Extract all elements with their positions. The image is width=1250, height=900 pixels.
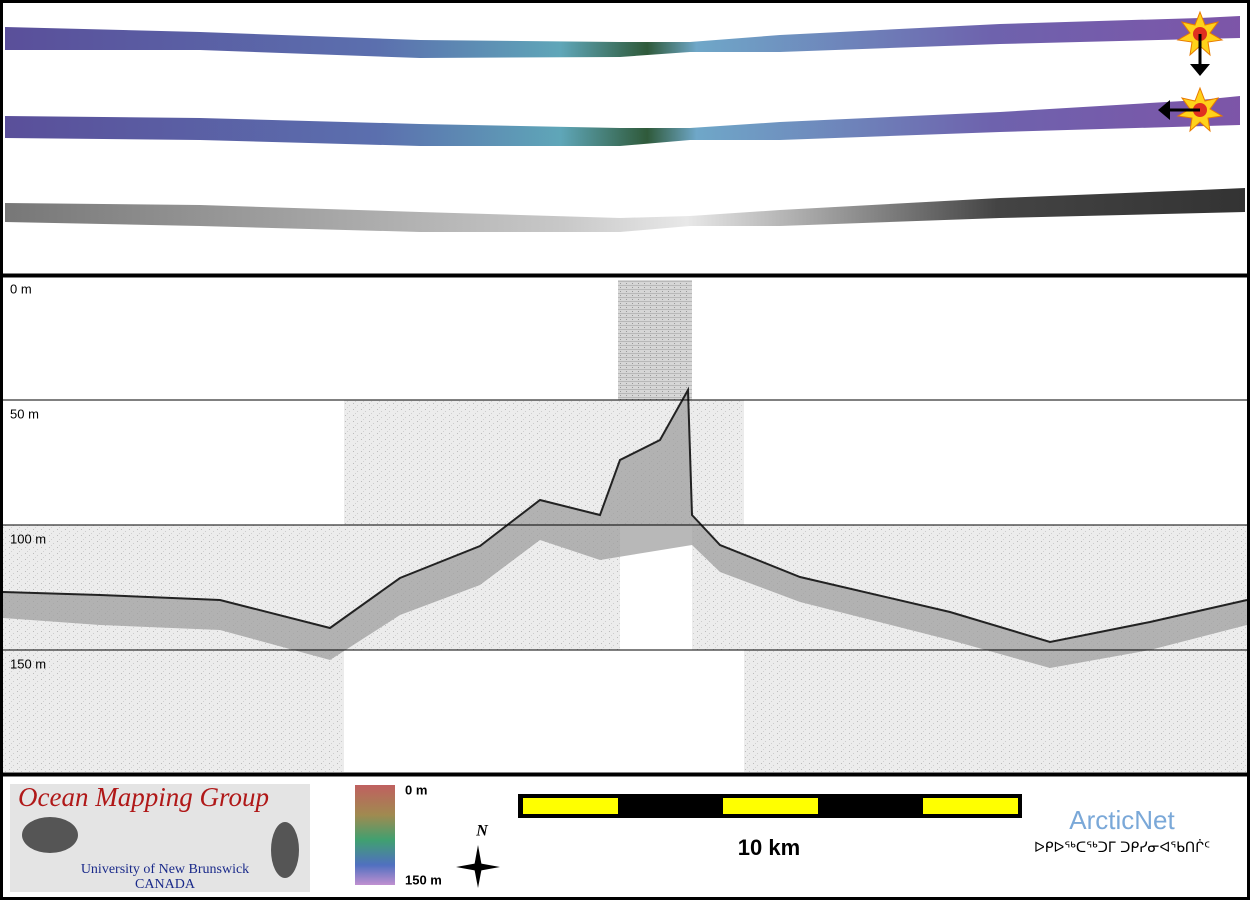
colorbar-label: 0 m <box>405 782 427 797</box>
colorbar-label: 150 m <box>405 872 442 887</box>
echo-block <box>3 650 344 772</box>
end-marker <box>1158 86 1224 133</box>
logo-image <box>22 817 78 853</box>
partner-syllabics: ᐅᑭᐅᖅᑕᖅᑐᒥ ᑐᑭᓯᓂᐊᖃᑎᒌᑦ <box>1034 839 1210 856</box>
echo-block <box>744 650 1247 772</box>
depth-label: 150 m <box>10 656 46 671</box>
partner-name: ArcticNet <box>1069 805 1175 835</box>
colorbar <box>355 785 395 885</box>
scale-label: 10 km <box>738 835 800 860</box>
seafloor <box>2 386 1248 644</box>
north-arrow: N <box>456 823 500 888</box>
scale-bar: 10 km <box>518 794 1022 860</box>
depth-label: 50 m <box>10 406 39 421</box>
echo-block <box>618 280 692 400</box>
logo-title: Ocean Mapping Group <box>18 782 269 812</box>
logo-image <box>271 822 299 878</box>
swath-strip <box>5 96 1240 146</box>
logo-subtitle: University of New Brunswick <box>81 862 249 877</box>
depth-label: 100 m <box>10 531 46 546</box>
sediment-band <box>3 390 1247 668</box>
swath-panel <box>5 10 1245 232</box>
profile-panel: 0 m 50 m 100 m 150 m <box>2 280 1248 772</box>
swath-strip <box>5 188 1245 232</box>
depth-label: 0 m <box>10 281 32 296</box>
start-marker <box>1176 10 1224 76</box>
logo-country: CANADA <box>135 877 196 892</box>
north-label: N <box>475 823 489 840</box>
footer-panel: Ocean Mapping Group University of New Br… <box>10 782 1210 892</box>
swath-strip <box>5 16 1240 58</box>
